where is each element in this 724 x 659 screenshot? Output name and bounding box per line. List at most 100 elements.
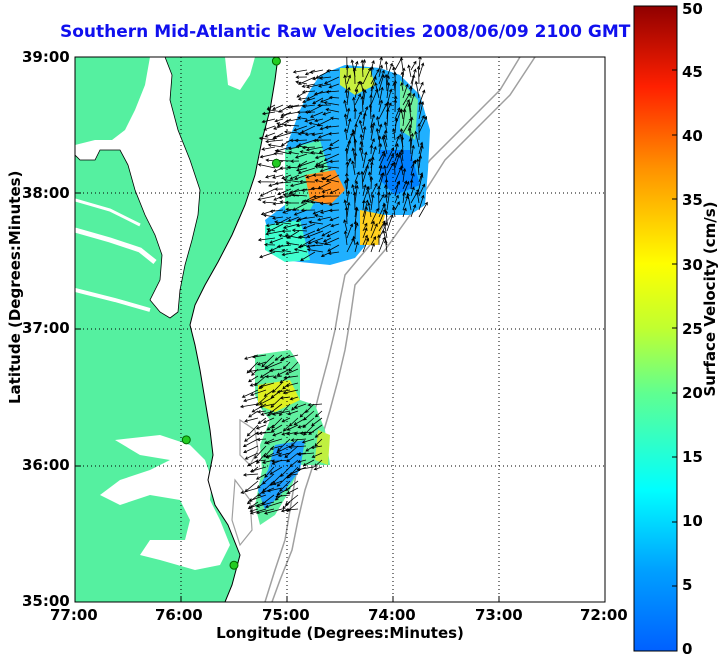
velocity-arrow: [295, 144, 308, 149]
velocity-arrow: [378, 165, 383, 176]
velocity-arrow: [255, 508, 275, 515]
velocity-arrow: [302, 97, 316, 104]
velocity-arrow: [274, 187, 284, 191]
velocity-arrow: [282, 501, 291, 510]
velocity-arrow: [408, 85, 413, 99]
velocity-arrow: [259, 251, 276, 259]
velocity-arrow: [265, 374, 275, 379]
radar-station-marker: [271, 57, 281, 66]
velocity-arrow: [329, 188, 340, 194]
velocity-arrow: [367, 171, 372, 183]
velocity-arrow: [284, 118, 300, 123]
velocity-arrow: [320, 164, 340, 169]
velocity-arrow: [346, 117, 352, 134]
velocity-arrow: [259, 396, 275, 405]
velocity-arrow: [246, 424, 259, 437]
velocity-arrow: [272, 480, 283, 486]
velocity-arrow: [408, 124, 413, 134]
velocity-arrow: [294, 153, 308, 159]
velocity-arrow: [285, 382, 299, 388]
velocity-arrow: [264, 501, 283, 509]
velocity-arrow: [294, 138, 308, 143]
velocity-arrow: [280, 139, 292, 147]
velocity-arrow: [366, 186, 372, 204]
velocity-arrow: [410, 160, 416, 176]
velocity-arrow: [297, 216, 316, 221]
velocity-arrow: [319, 167, 332, 173]
velocity-arrow: [354, 111, 362, 127]
velocity-arrow: [346, 107, 351, 120]
velocity-arrow: [410, 144, 415, 162]
velocity-arrow: [257, 195, 276, 201]
velocity-arrow: [286, 165, 300, 170]
velocity-arrow: [261, 118, 276, 124]
velocity-arrow: [378, 172, 385, 190]
velocity-arrow: [257, 417, 267, 425]
velocity-arrow: [402, 99, 410, 113]
velocity-arrow: [280, 111, 292, 119]
velocity-arrow: [378, 150, 385, 162]
colorbar-tick-label: 15: [682, 448, 703, 466]
velocity-arrow: [292, 202, 308, 211]
velocity-arrow: [323, 153, 340, 162]
velocity-arrow: [244, 431, 259, 442]
velocity-arrow: [353, 220, 358, 239]
velocity-arrow: [267, 143, 284, 148]
velocity-arrow: [362, 199, 366, 211]
bathymetry-contour: [239, 418, 259, 466]
velocity-arrow: [281, 417, 291, 423]
velocity-arrow: [402, 117, 412, 134]
velocity-arrow: [315, 160, 324, 166]
velocity-arrow: [400, 71, 405, 85]
velocity-arrow: [265, 438, 283, 445]
velocity-arrow: [382, 229, 388, 246]
colorbar-tick-label: 35: [682, 191, 703, 209]
velocity-arrow: [297, 131, 308, 136]
velocity-arrow: [312, 97, 324, 105]
velocity-arrow: [369, 176, 374, 190]
velocity-arrow: [297, 116, 308, 120]
velocity-arrow: [418, 144, 424, 162]
velocity-arrow: [302, 459, 315, 467]
velocity-arrow: [279, 480, 291, 492]
velocity-arrow: [255, 473, 267, 480]
velocity-arrow: [398, 151, 404, 169]
velocity-arrow: [353, 107, 358, 120]
velocity-arrow: [344, 147, 349, 162]
velocity-arrow: [261, 459, 275, 464]
velocity-arrow: [277, 188, 292, 196]
bathymetry-contour: [231, 478, 253, 547]
colorbar-tick-label: 25: [682, 320, 703, 338]
velocity-arrow: [297, 235, 308, 240]
velocity-arrow: [407, 64, 412, 78]
velocity-arrow: [314, 214, 324, 218]
velocity-arrow: [362, 206, 368, 225]
velocity-arrow: [328, 208, 340, 213]
velocity-arrow: [281, 251, 300, 257]
velocity-arrow: [244, 354, 259, 360]
velocity-arrow: [346, 74, 352, 85]
velocity-arrow: [249, 466, 267, 473]
velocity-arrow: [343, 99, 348, 113]
velocity-arrow: [402, 207, 407, 218]
velocity-arrow: [304, 118, 316, 123]
velocity-arrow: [311, 452, 323, 458]
velocity-arrow: [314, 118, 324, 123]
colorbar-tick-label: 30: [682, 256, 703, 274]
velocity-arrow: [328, 159, 340, 164]
velocity-arrow: [418, 62, 425, 78]
bathymetry-contour: [271, 57, 536, 602]
velocity-arrow: [271, 410, 291, 416]
velocity-arrow: [282, 361, 291, 370]
velocity-arrow: [327, 251, 340, 255]
velocity-arrow: [368, 103, 373, 120]
velocity-arrow: [289, 181, 308, 188]
velocity-arrow: [285, 207, 300, 212]
velocity-arrow: [285, 368, 299, 375]
velocity-arrow: [369, 144, 374, 155]
colorbar-tick-label: 40: [682, 127, 703, 145]
velocity-arrow: [276, 389, 291, 394]
velocity-arrow: [300, 125, 316, 134]
velocity-arrow: [243, 396, 259, 403]
velocity-arrow: [414, 80, 420, 99]
